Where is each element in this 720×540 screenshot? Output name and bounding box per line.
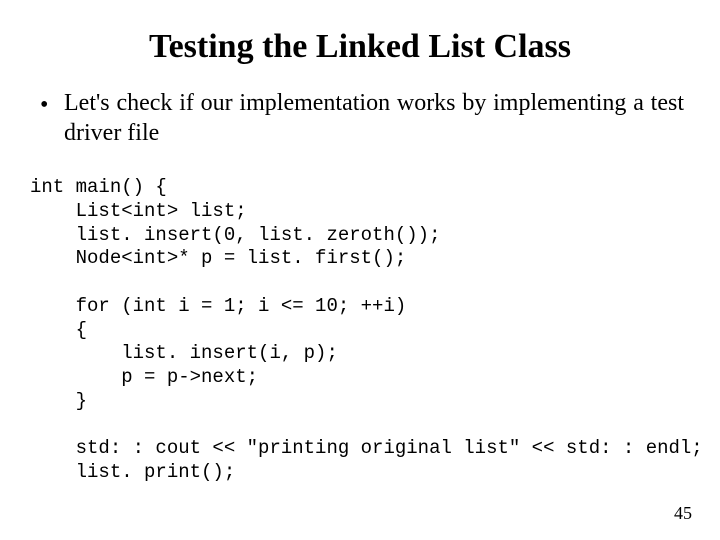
code-line: Node<int>* p = list. first(); [30,247,406,269]
code-line: list. insert(i, p); [30,342,338,364]
slide: Testing the Linked List Class • Let's ch… [0,0,720,540]
code-line: { [30,319,87,341]
slide-title: Testing the Linked List Class [36,28,684,66]
code-line: list. insert(0, list. zeroth()); [30,224,440,246]
code-line: std: : cout << "printing original list" … [30,437,703,459]
code-line: List<int> list; [30,200,247,222]
code-line: } [30,390,87,412]
code-block: int main() { List<int> list; list. inser… [30,176,684,485]
bullet-item: • Let's check if our implementation work… [36,88,684,148]
bullet-text: Let's check if our implementation works … [64,88,684,148]
code-line: int main() { [30,176,167,198]
bullet-marker: • [40,88,64,120]
page-number: 45 [674,503,692,524]
code-line: p = p->next; [30,366,258,388]
code-line: for (int i = 1; i <= 10; ++i) [30,295,406,317]
code-line: list. print(); [30,461,235,483]
